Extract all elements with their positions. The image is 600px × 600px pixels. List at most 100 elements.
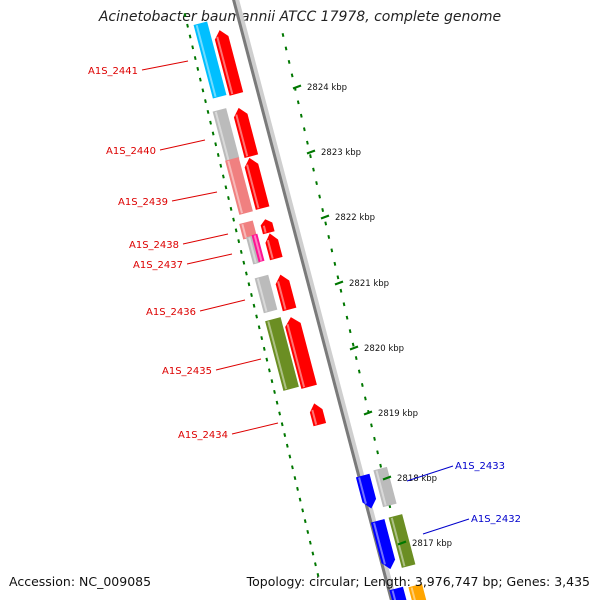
gene-arrow-red — [233, 107, 259, 158]
gene-arrow-gray-highlight — [256, 278, 268, 312]
gene-label[interactable]: A1S_2434 — [178, 430, 228, 441]
gene-arrow-orange — [408, 583, 430, 600]
gene-arrow-lightred-highlight — [227, 160, 243, 214]
gene-arrow-magenta-body — [251, 233, 265, 263]
kbp-tick-mark — [363, 410, 373, 416]
inner-dot — [229, 206, 233, 211]
outer-dot — [354, 356, 358, 361]
inner-dot — [206, 109, 210, 114]
kbp-tick-mark — [382, 475, 392, 481]
gene-arrow-gray — [246, 235, 260, 265]
inner-dot — [270, 379, 274, 384]
gene-arrow-red — [214, 30, 244, 96]
inner-dot — [204, 99, 207, 104]
kbp-tick-label: 2820 kbp — [364, 344, 404, 354]
gene-arrow-red-body — [285, 317, 317, 389]
gene-arrow-blue-body — [355, 473, 377, 509]
gene-label[interactable]: A1S_2438 — [129, 240, 179, 251]
outer-dot — [315, 181, 318, 186]
inner-dot — [285, 443, 289, 448]
inner-dot — [288, 454, 292, 459]
outer-dot — [287, 59, 291, 64]
gene-leader-line — [182, 233, 229, 245]
gene-arrow-red-highlight — [277, 281, 287, 310]
inner-dot — [216, 153, 220, 157]
outer-dot — [330, 248, 334, 253]
gene-leader-line — [171, 191, 218, 202]
gene-arrow-olive-body — [265, 317, 299, 391]
inner-dot — [273, 389, 276, 394]
inner-dot — [201, 88, 205, 93]
kbp-tick-label: 2823 kbp — [321, 148, 361, 158]
inner-dot — [227, 196, 230, 201]
gene-leader-line — [231, 422, 279, 435]
gene-leader-line — [406, 465, 454, 482]
inner-dot — [252, 303, 256, 308]
outer-dot — [364, 396, 367, 401]
outer-dot — [345, 315, 349, 320]
inner-dot — [275, 400, 279, 405]
outer-dot — [296, 100, 300, 105]
inner-dot — [311, 551, 315, 556]
gene-arrow-gray-body — [254, 274, 278, 314]
inner-dot — [244, 271, 248, 276]
kbp-tick-label: 2817 kbp — [412, 539, 452, 549]
gene-arrow-red-body — [260, 219, 275, 235]
gene-label[interactable]: A1S_2440 — [106, 146, 156, 157]
outer-dot — [360, 383, 364, 387]
gene-label[interactable]: A1S_2436 — [146, 307, 196, 318]
kbp-tick-label: 2818 kbp — [397, 474, 437, 484]
gene-arrow-red-body — [265, 233, 283, 261]
kbp-tick-mark — [349, 345, 359, 351]
inner-dot — [298, 497, 302, 502]
kbp-tick-label: 2824 kbp — [307, 83, 347, 93]
gene-arrow-red-body — [275, 274, 297, 312]
gene-arrow-red-body — [233, 107, 259, 158]
gene-arrow-red-body — [214, 30, 244, 96]
outer-dot — [370, 423, 373, 428]
kbp-tick-mark — [320, 214, 330, 220]
gene-arrow-magenta-highlight — [253, 235, 263, 261]
accession-text: Accession: NC_009085 — [9, 574, 152, 589]
gene-label[interactable]: A1S_2432 — [471, 514, 521, 525]
scale-ticks: 2824 kbp 2823 kbp 2822 kbp 2821 kbp 2820 kbp… — [292, 83, 452, 549]
inner-dot — [183, 13, 187, 17]
gene-arrow-red-highlight — [235, 114, 249, 157]
gene-arrow-red-highlight — [286, 324, 306, 388]
kbp-tick-mark — [292, 84, 302, 90]
gene-arrow-cyan — [193, 21, 227, 99]
gene-arrow-orange-highlight — [410, 587, 420, 600]
gene-arrow-blue-highlight — [391, 590, 401, 600]
inner-dot — [260, 336, 264, 341]
inner-dot — [257, 325, 261, 330]
inner-dot — [283, 433, 287, 437]
gene-arrow-red-highlight — [262, 225, 267, 233]
inner-dot — [280, 422, 284, 427]
map-title: Acinetobacter baumannii ATCC 17978, comp… — [98, 9, 502, 25]
inner-dot — [316, 573, 320, 577]
gene-arrow-blue — [370, 519, 396, 570]
gene-label[interactable]: A1S_2439 — [118, 197, 168, 208]
gene-arrow-lightred-body — [239, 220, 257, 240]
inner-dot — [219, 163, 223, 168]
gene-leader-line — [186, 253, 233, 265]
kbp-tick-mark — [397, 540, 407, 546]
inner-dot — [293, 476, 297, 481]
gene-arrow-cyan-body — [193, 21, 227, 99]
inner-dot — [221, 174, 225, 179]
outer-dot — [327, 234, 331, 239]
gene-arrow-red-highlight — [216, 36, 234, 95]
gene-arrow-gray-body — [246, 235, 260, 265]
gene-label[interactable]: A1S_2435 — [162, 366, 212, 377]
gene-label[interactable]: A1S_2441 — [88, 66, 138, 77]
inner-dot — [193, 56, 197, 61]
gene-label[interactable]: A1S_2437 — [133, 260, 183, 271]
gene-arrow-olive-body — [388, 514, 416, 568]
gene-arrow-blue-body — [389, 586, 411, 600]
gene-label[interactable]: A1S_2433 — [455, 461, 505, 472]
inner-dot — [234, 228, 238, 233]
inner-dot — [211, 131, 215, 136]
gene-arrow-olive-highlight — [267, 321, 288, 390]
